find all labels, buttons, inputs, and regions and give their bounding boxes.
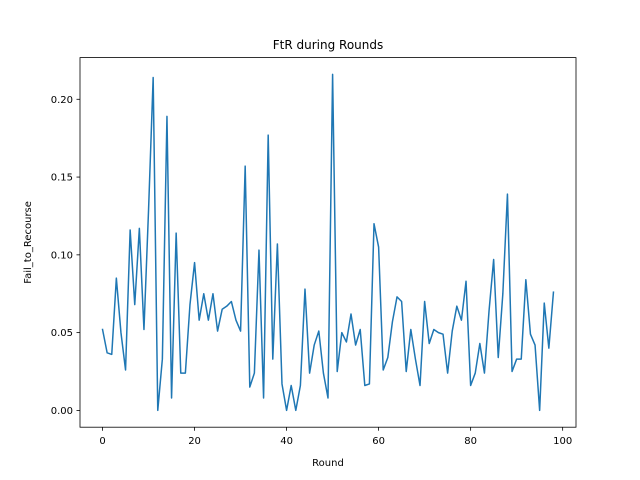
- x-axis-label: Round: [312, 458, 344, 469]
- y-axis: 0.00 0.05 0.10 0.15 0.20: [51, 95, 80, 417]
- chart-title: FtR during Rounds: [273, 38, 384, 52]
- y-tick-label: 0.00: [51, 406, 73, 417]
- x-tick-label: 100: [553, 436, 572, 447]
- y-tick-label: 0.05: [51, 328, 73, 339]
- x-tick-label: 60: [372, 436, 385, 447]
- y-tick-label: 0.10: [51, 250, 73, 261]
- y-tick-label: 0.20: [51, 95, 73, 106]
- series-line: [101, 73, 555, 412]
- x-tick-label: 20: [188, 436, 201, 447]
- y-tick-label: 0.15: [51, 173, 73, 184]
- y-axis-label: Fail_to_Recourse: [23, 201, 34, 284]
- plot-frame: [79, 57, 577, 428]
- x-tick-label: 40: [280, 436, 293, 447]
- x-tick-label: 0: [99, 436, 105, 447]
- x-tick-label: 80: [464, 436, 477, 447]
- x-axis: 0 20 40 60 80 100: [99, 427, 572, 447]
